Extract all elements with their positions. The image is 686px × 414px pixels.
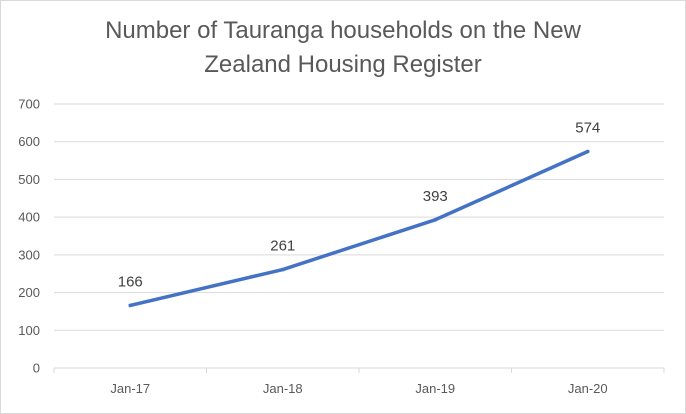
y-tick-label: 600 <box>18 134 40 149</box>
x-tick-label: Jan-18 <box>263 381 303 396</box>
x-tick-label: Jan-19 <box>415 381 455 396</box>
chart-title-line-2: Zealand Housing Register <box>204 51 482 78</box>
y-tick-label: 300 <box>18 247 40 262</box>
y-axis-tick-labels: 0 100 200 300 400 500 600 700 <box>18 97 40 376</box>
data-label: 393 <box>423 188 448 205</box>
data-labels: 166 261 393 574 <box>118 120 601 291</box>
data-label: 261 <box>270 238 295 255</box>
x-tick-label: Jan-20 <box>568 381 608 396</box>
data-point <box>128 303 133 308</box>
y-tick-label: 500 <box>18 172 40 187</box>
data-point <box>280 267 285 272</box>
x-axis-tick-labels: Jan-17 Jan-18 Jan-19 Jan-20 <box>110 381 607 396</box>
chart-title-line-1: Number of Tauranga households on the New <box>105 17 581 44</box>
data-label: 574 <box>575 120 600 137</box>
data-label: 166 <box>118 273 143 290</box>
gridlines <box>53 103 665 373</box>
y-tick-label: 100 <box>18 323 40 338</box>
y-tick-label: 400 <box>18 210 40 225</box>
y-tick-label: 700 <box>18 97 40 112</box>
y-tick-label: 0 <box>33 361 40 376</box>
chart-title: Number of Tauranga households on the New… <box>0 14 686 82</box>
y-tick-label: 200 <box>18 285 40 300</box>
data-point <box>433 217 438 222</box>
series-line <box>128 149 590 308</box>
series-layer <box>128 149 590 308</box>
data-point <box>585 149 590 154</box>
x-tick-label: Jan-17 <box>110 381 150 396</box>
